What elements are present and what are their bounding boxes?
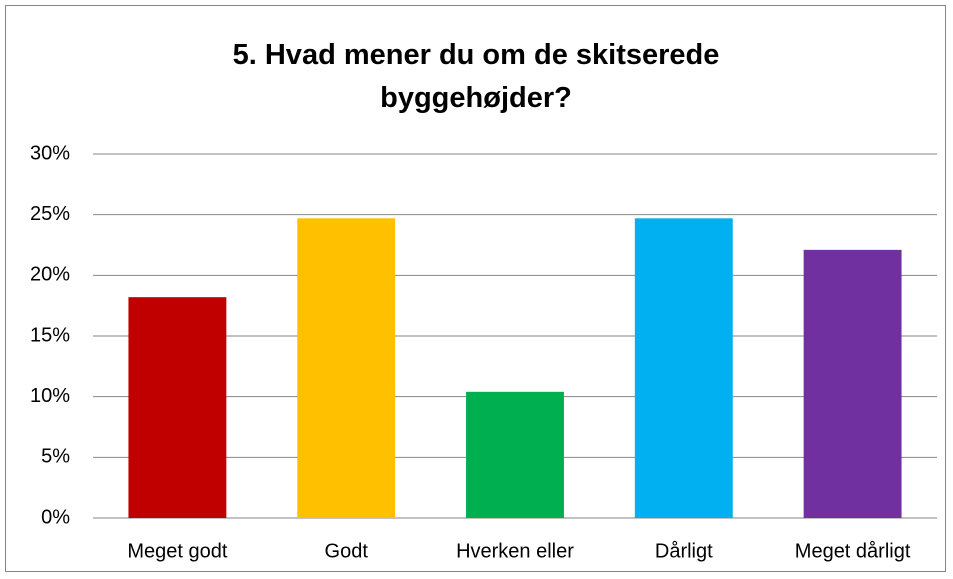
chart-frame: [5, 5, 946, 572]
bar: [128, 297, 227, 518]
x-tick-label: Godt: [325, 540, 369, 562]
x-tick-label: Meget godt: [127, 540, 228, 562]
y-tick-label: 0%: [41, 506, 70, 528]
x-tick-label: Hverken eller: [456, 540, 574, 562]
bar: [803, 249, 902, 518]
bar: [466, 391, 564, 518]
x-tick-label: Meget dårligt: [795, 540, 911, 562]
y-tick-label: 10%: [30, 385, 70, 407]
y-tick-label: 20%: [30, 264, 70, 286]
chart-title: 5. Hvad mener du om de skitserede byggeh…: [232, 39, 720, 114]
y-tick-label: 15%: [30, 324, 70, 346]
y-tick-label: 25%: [30, 203, 70, 225]
y-tick-label: 5%: [41, 446, 70, 468]
y-tick-label: 30%: [30, 142, 70, 164]
x-tick-label: Dårligt: [655, 540, 713, 562]
bar: [297, 218, 396, 518]
bar: [634, 218, 733, 518]
